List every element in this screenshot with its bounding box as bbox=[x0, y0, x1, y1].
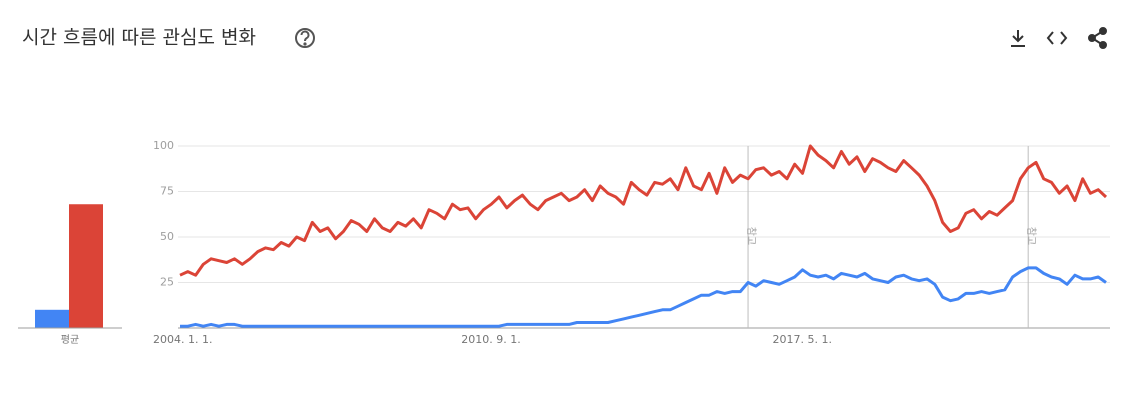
y-tick-label: 50 bbox=[160, 230, 174, 243]
share-icon[interactable] bbox=[1088, 27, 1107, 49]
average-bar bbox=[69, 204, 103, 328]
y-tick-label: 75 bbox=[160, 185, 174, 198]
y-tick-label: 25 bbox=[160, 276, 174, 289]
annotation-label: 참고 bbox=[745, 227, 757, 245]
chart-title: 시간 흐름에 따른 관심도 변화 bbox=[22, 27, 256, 49]
download-icon[interactable] bbox=[1011, 30, 1025, 47]
help-icon[interactable] bbox=[295, 28, 315, 48]
average-bar bbox=[35, 309, 69, 328]
y-tick-label: 100 bbox=[153, 139, 174, 152]
annotation-label: 참고 bbox=[1025, 227, 1037, 245]
average-label: 평균 bbox=[61, 334, 79, 346]
x-tick-label: 2010. 9. 1. bbox=[461, 333, 520, 346]
series-line bbox=[179, 144, 1108, 277]
x-tick-label: 2017. 5. 1. bbox=[773, 333, 832, 346]
series-line bbox=[180, 266, 1107, 328]
embed-icon[interactable] bbox=[1046, 31, 1068, 45]
x-tick-label: 2004. 1. 1. bbox=[153, 333, 212, 346]
